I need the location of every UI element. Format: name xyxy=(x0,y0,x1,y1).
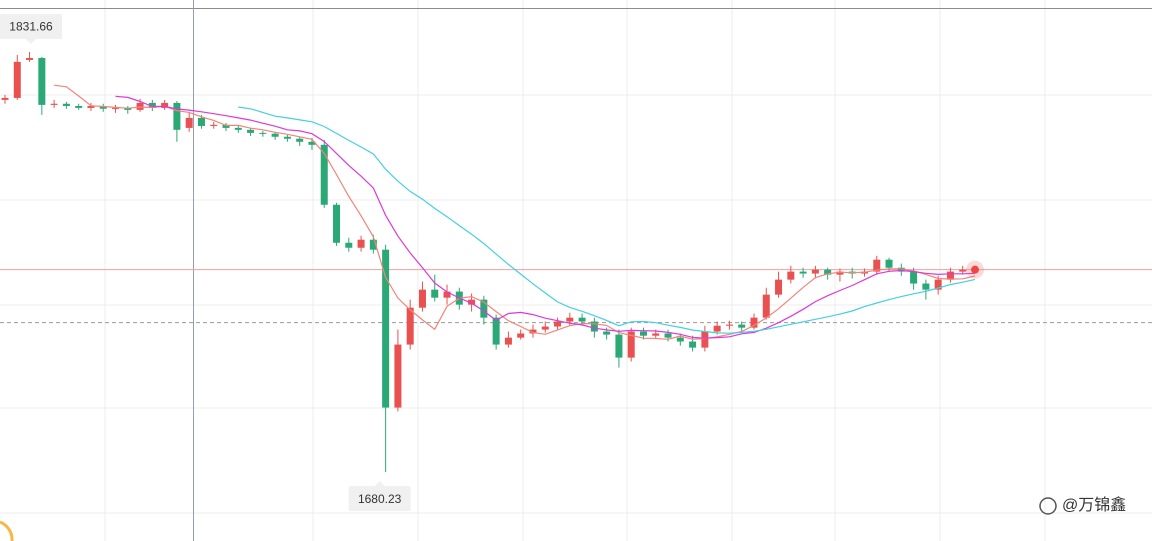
candle-body xyxy=(468,299,476,305)
candle-body xyxy=(615,334,623,358)
candle-body xyxy=(652,333,660,336)
corner-arc xyxy=(0,520,14,541)
ma-line xyxy=(238,106,976,334)
candle-body xyxy=(406,307,414,345)
candle-body xyxy=(725,324,733,326)
candle-body xyxy=(112,107,120,109)
candle-body xyxy=(590,321,598,332)
candle-body xyxy=(173,102,181,130)
candle-body xyxy=(541,326,549,330)
candle-body xyxy=(124,107,132,110)
candle-body xyxy=(259,132,267,134)
candle-body xyxy=(369,239,377,250)
extreme-label-pointer xyxy=(374,481,385,487)
candle-body xyxy=(197,117,205,126)
candle-body xyxy=(283,136,291,139)
candle-body xyxy=(775,279,783,295)
extreme-label: 1831.66 xyxy=(9,20,53,34)
candle-body xyxy=(222,124,230,128)
candle-body xyxy=(296,138,304,142)
candle-body xyxy=(627,331,635,358)
candle-body xyxy=(13,61,21,98)
candle-body xyxy=(713,325,721,332)
candle-body xyxy=(504,337,512,345)
candle-body xyxy=(50,103,58,105)
candle-body xyxy=(959,269,967,272)
candle-body xyxy=(836,271,844,275)
candle-body xyxy=(492,317,500,345)
candle-body xyxy=(603,331,611,335)
candle-body xyxy=(566,317,574,322)
candle-body xyxy=(664,333,672,338)
candle-body xyxy=(418,289,426,308)
candle-body xyxy=(689,341,697,348)
candle-body xyxy=(38,57,46,105)
candle-body xyxy=(517,333,525,338)
candle-body xyxy=(26,57,34,60)
candle-body xyxy=(161,102,169,108)
candle-body xyxy=(394,344,402,408)
candle-body xyxy=(320,144,328,205)
candle-body xyxy=(247,129,255,133)
candle-body xyxy=(99,105,107,109)
candle-body xyxy=(639,331,647,336)
candle-body xyxy=(787,271,795,280)
candle-body xyxy=(897,267,905,272)
candle-body xyxy=(185,117,193,128)
candle-body xyxy=(910,271,918,284)
candle-body xyxy=(382,249,390,408)
candle-body xyxy=(529,329,537,334)
extreme-label-box xyxy=(0,13,62,39)
candle-body xyxy=(885,259,893,268)
candle-body xyxy=(75,105,83,108)
plot: 1831.66 1680.23 xyxy=(0,13,1152,512)
extreme-label-box xyxy=(348,486,411,512)
candle-body xyxy=(333,204,341,243)
ma-line xyxy=(115,95,976,339)
candle-body xyxy=(873,259,881,272)
candle-body xyxy=(701,331,709,348)
candle-body xyxy=(431,289,439,298)
candle-body xyxy=(799,271,807,274)
candle-body xyxy=(136,102,144,110)
candle-body xyxy=(934,279,942,290)
candle-body xyxy=(762,294,770,318)
candle-body xyxy=(308,141,316,145)
candle-body xyxy=(210,124,218,126)
candle-body xyxy=(62,103,70,106)
ma-line xyxy=(54,84,976,340)
candle-body xyxy=(148,102,156,108)
candle-body xyxy=(824,269,832,275)
candle-body xyxy=(271,133,279,137)
candle-body xyxy=(443,291,451,298)
candle-body xyxy=(234,127,242,130)
watermark: @万锦鑫 xyxy=(1039,495,1126,515)
candle-body xyxy=(738,324,746,328)
candle-body xyxy=(811,269,819,274)
candle-body xyxy=(554,321,562,327)
candle-body xyxy=(357,239,365,248)
watermark-text: @万锦鑫 xyxy=(1062,495,1126,514)
candle-body xyxy=(480,299,488,318)
extreme-label: 1680.23 xyxy=(358,492,402,506)
candle-body xyxy=(676,337,684,342)
extreme-label-pointer xyxy=(26,38,36,44)
candle-body xyxy=(87,105,95,108)
candle-body xyxy=(922,283,930,290)
watermark-icon xyxy=(1039,497,1057,515)
last-price-dot xyxy=(971,265,979,274)
candle-body xyxy=(946,271,954,280)
candle-body xyxy=(345,242,353,248)
candle-body xyxy=(750,317,758,328)
candle-body xyxy=(578,317,586,322)
candle-body xyxy=(1,97,9,100)
